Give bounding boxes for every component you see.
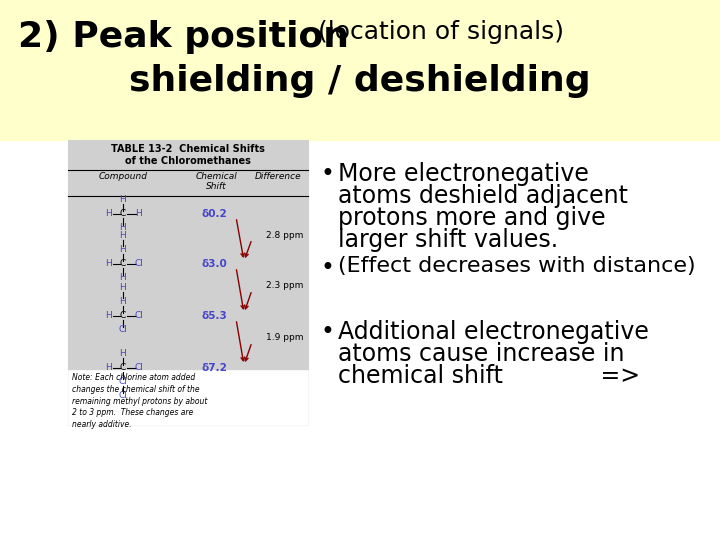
Text: H: H [120, 349, 127, 359]
Text: Shift: Shift [206, 182, 226, 191]
Text: of the Chloromethanes: of the Chloromethanes [125, 156, 251, 166]
Text: More electronegative: More electronegative [338, 162, 589, 186]
Text: (location of signals): (location of signals) [318, 20, 564, 44]
Text: atoms deshield adjacent: atoms deshield adjacent [338, 184, 628, 208]
Text: Cl: Cl [119, 377, 127, 387]
Text: H: H [135, 210, 143, 219]
Bar [0, 0, 720, 140]
Text: 2) Peak position: 2) Peak position [18, 20, 349, 54]
Text: Cl: Cl [135, 363, 143, 373]
Text: Cl: Cl [135, 260, 143, 268]
Bar [68, 140, 308, 425]
Text: H: H [120, 273, 127, 282]
Text: protons more and give: protons more and give [338, 206, 606, 230]
Text: Additional electronegative: Additional electronegative [338, 320, 649, 344]
Text: 1.9 ppm: 1.9 ppm [266, 334, 304, 342]
Text: TABLE 13-2  Chemical Shifts: TABLE 13-2 Chemical Shifts [111, 144, 265, 154]
Text: H: H [120, 224, 127, 233]
Text: δ0.2: δ0.2 [201, 209, 227, 219]
Text: H: H [120, 232, 127, 240]
Text: chemical shift             =>: chemical shift => [338, 364, 640, 388]
Text: C: C [120, 312, 126, 321]
Text: H: H [106, 210, 112, 219]
Text: H: H [120, 246, 127, 254]
Text: δ5.3: δ5.3 [201, 311, 227, 321]
Text: Difference: Difference [255, 172, 301, 181]
Text: •: • [320, 320, 334, 344]
Text: 2.3 ppm: 2.3 ppm [266, 281, 303, 291]
Text: H: H [120, 298, 127, 307]
Text: δ7.2: δ7.2 [201, 363, 227, 373]
Text: δ3.0: δ3.0 [201, 259, 227, 269]
Text: 2.8 ppm: 2.8 ppm [266, 231, 303, 240]
Text: C: C [120, 260, 126, 268]
Text: atoms cause increase in: atoms cause increase in [338, 342, 624, 366]
Text: Cl: Cl [119, 326, 127, 334]
Text: H: H [120, 195, 127, 205]
Text: shielding / deshielding: shielding / deshielding [129, 64, 591, 98]
Text: C: C [120, 363, 126, 373]
Text: Cl: Cl [119, 392, 127, 401]
Text: C: C [120, 210, 126, 219]
Text: H: H [120, 284, 127, 293]
Text: •: • [320, 162, 334, 186]
Text: larger shift values.: larger shift values. [338, 228, 558, 252]
Text: (Effect decreases with distance): (Effect decreases with distance) [338, 256, 696, 276]
Bar [68, 370, 308, 425]
Text: •: • [320, 256, 334, 280]
Text: Chemical: Chemical [195, 172, 237, 181]
Text: Note: Each chlorine atom added
changes the chemical shift of the
remaining methy: Note: Each chlorine atom added changes t… [72, 373, 207, 429]
Text: H: H [106, 312, 112, 321]
Text: H: H [106, 363, 112, 373]
Text: Compound: Compound [99, 172, 148, 181]
Text: H: H [106, 260, 112, 268]
Text: Cl: Cl [135, 312, 143, 321]
